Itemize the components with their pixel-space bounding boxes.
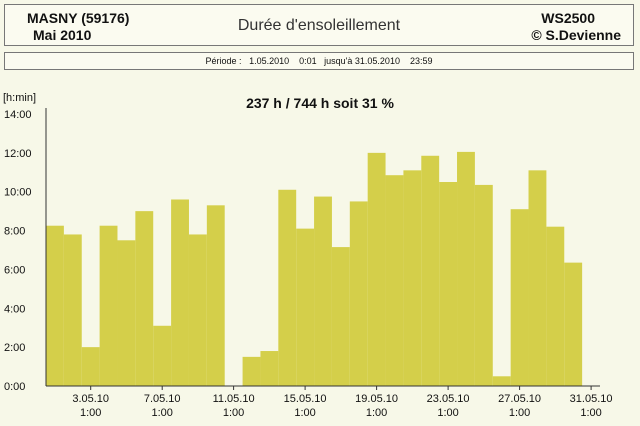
x-tick-time: 1:00: [509, 407, 530, 419]
bar-day-9: [188, 234, 207, 386]
x-tick-time: 1:00: [151, 407, 172, 419]
x-tick-date: 27.05.10: [498, 393, 541, 405]
bar-day-4: [99, 225, 118, 386]
bar-day-24: [457, 151, 475, 386]
bar-day-25: [474, 184, 493, 386]
sunshine-summary: 237 h / 744 h soit 31 %: [246, 95, 394, 111]
month-label: Mai 2010: [33, 27, 92, 43]
y-tick-label: 4:00: [4, 303, 25, 315]
bar-day-30: [564, 262, 583, 386]
station-name: MASNY (59176): [27, 10, 130, 26]
x-tick-time: 1:00: [80, 407, 101, 419]
chart-header: MASNY (59176) Mai 2010 Durée d'ensoleill…: [4, 4, 634, 46]
period-until: jusqu'à: [324, 56, 353, 66]
bar-day-12: [242, 356, 261, 386]
bar-day-26: [492, 376, 511, 386]
bar-day-23: [439, 182, 458, 386]
bar-day-20: [385, 175, 404, 386]
period-start: 1.05.2010 0:01: [249, 56, 317, 66]
period-label: Période :: [205, 56, 242, 66]
x-tick-date: 23.05.10: [427, 393, 470, 405]
x-tick-date: 19.05.10: [355, 393, 398, 405]
y-tick-label: 12:00: [4, 148, 32, 160]
bar-day-28: [528, 170, 547, 386]
copyright-label: © S.Devienne: [531, 27, 621, 43]
bar-day-22: [421, 155, 440, 386]
device-name: WS2500: [541, 10, 595, 26]
x-tick-time: 1:00: [223, 407, 244, 419]
x-tick-time: 1:00: [366, 407, 387, 419]
bar-day-18: [349, 201, 368, 386]
bar-day-5: [117, 240, 136, 386]
bar-day-17: [331, 247, 350, 386]
bars-group: [46, 151, 583, 386]
y-tick-label: 6:00: [4, 264, 25, 276]
bar-day-3: [81, 347, 100, 386]
y-tick-label: 10:00: [4, 187, 32, 199]
x-tick-date: 15.05.10: [284, 393, 327, 405]
x-tick-date: 7.05.10: [144, 393, 181, 405]
axes-group: 0:00 2:00 4:00 6:00 8:00 10:00 12:00 14:00 3.05.…: [4, 108, 613, 419]
y-tick-label: 8:00: [4, 226, 25, 238]
bar-day-29: [546, 226, 565, 386]
bar-day-2: [63, 234, 82, 386]
bar-day-13: [260, 351, 279, 386]
y-axis-unit: [h:min]: [3, 92, 37, 104]
y-tick-label: 14:00: [4, 109, 32, 121]
bar-day-8: [171, 199, 189, 386]
bar-day-16: [314, 196, 332, 386]
bar-day-6: [135, 211, 154, 386]
x-tick-time: 1:00: [437, 407, 458, 419]
y-tick-label: 0:00: [4, 381, 25, 393]
bar-day-15: [296, 228, 315, 386]
x-tick-date: 3.05.10: [72, 393, 109, 405]
bar-day-7: [153, 325, 172, 386]
period-bar: Période : 1.05.2010 0:01 jusqu'à 31.05.2…: [4, 52, 634, 70]
x-tick-date: 31.05.10: [570, 393, 613, 405]
x-tick-date: 11.05.10: [213, 393, 255, 405]
x-tick-time: 1:00: [580, 407, 601, 419]
chart-title: Durée d'ensoleillement: [237, 17, 401, 34]
x-tick-time: 1:00: [294, 407, 315, 419]
bar-day-1: [46, 225, 64, 386]
bar-day-19: [367, 152, 386, 386]
bar-day-27: [510, 209, 529, 386]
period-end: 31.05.2010 23:59: [354, 56, 433, 66]
bar-day-21: [403, 170, 422, 386]
y-tick-label: 2:00: [4, 342, 25, 354]
bar-day-14: [278, 189, 297, 386]
bar-day-10: [206, 205, 225, 386]
